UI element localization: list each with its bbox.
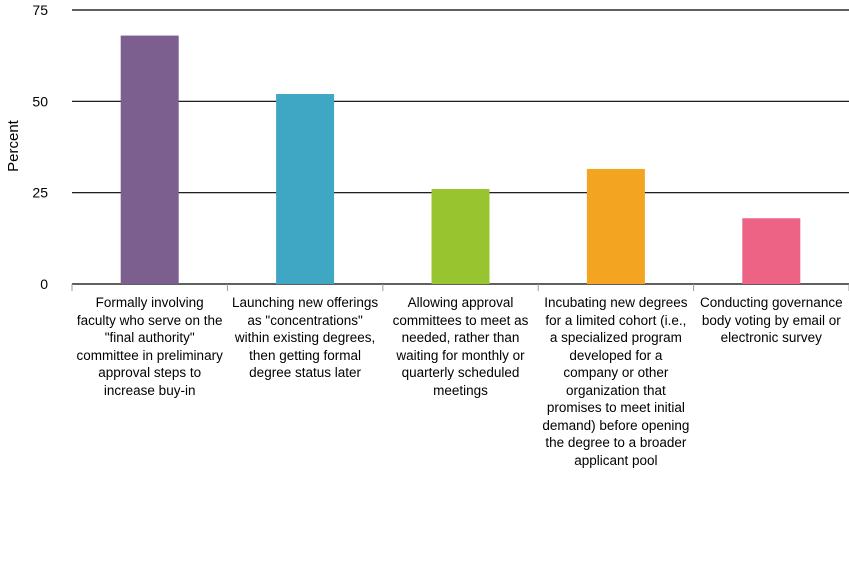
category-label: Conducting governance body voting by ema… bbox=[699, 295, 843, 345]
bar bbox=[586, 168, 645, 284]
y-tick-label: 75 bbox=[32, 2, 48, 18]
y-tick-label: 50 bbox=[32, 93, 48, 109]
y-axis-ticks: 0 25 50 75 bbox=[32, 2, 48, 292]
bar bbox=[742, 218, 801, 284]
bar bbox=[431, 189, 490, 284]
y-axis-label: Percent bbox=[5, 119, 22, 172]
category-label: Incubating new degrees for a limited coh… bbox=[542, 295, 690, 468]
category-label: Launching new offerings as "concentratio… bbox=[232, 295, 379, 380]
bar bbox=[120, 35, 179, 284]
bars bbox=[120, 35, 801, 284]
y-tick-label: 0 bbox=[40, 276, 48, 292]
y-tick-label: 25 bbox=[32, 185, 48, 201]
category-label: Formally involving faculty who serve on … bbox=[76, 295, 223, 398]
category-label: Allowing approval committees to meet as … bbox=[392, 295, 529, 398]
bar bbox=[276, 94, 335, 284]
